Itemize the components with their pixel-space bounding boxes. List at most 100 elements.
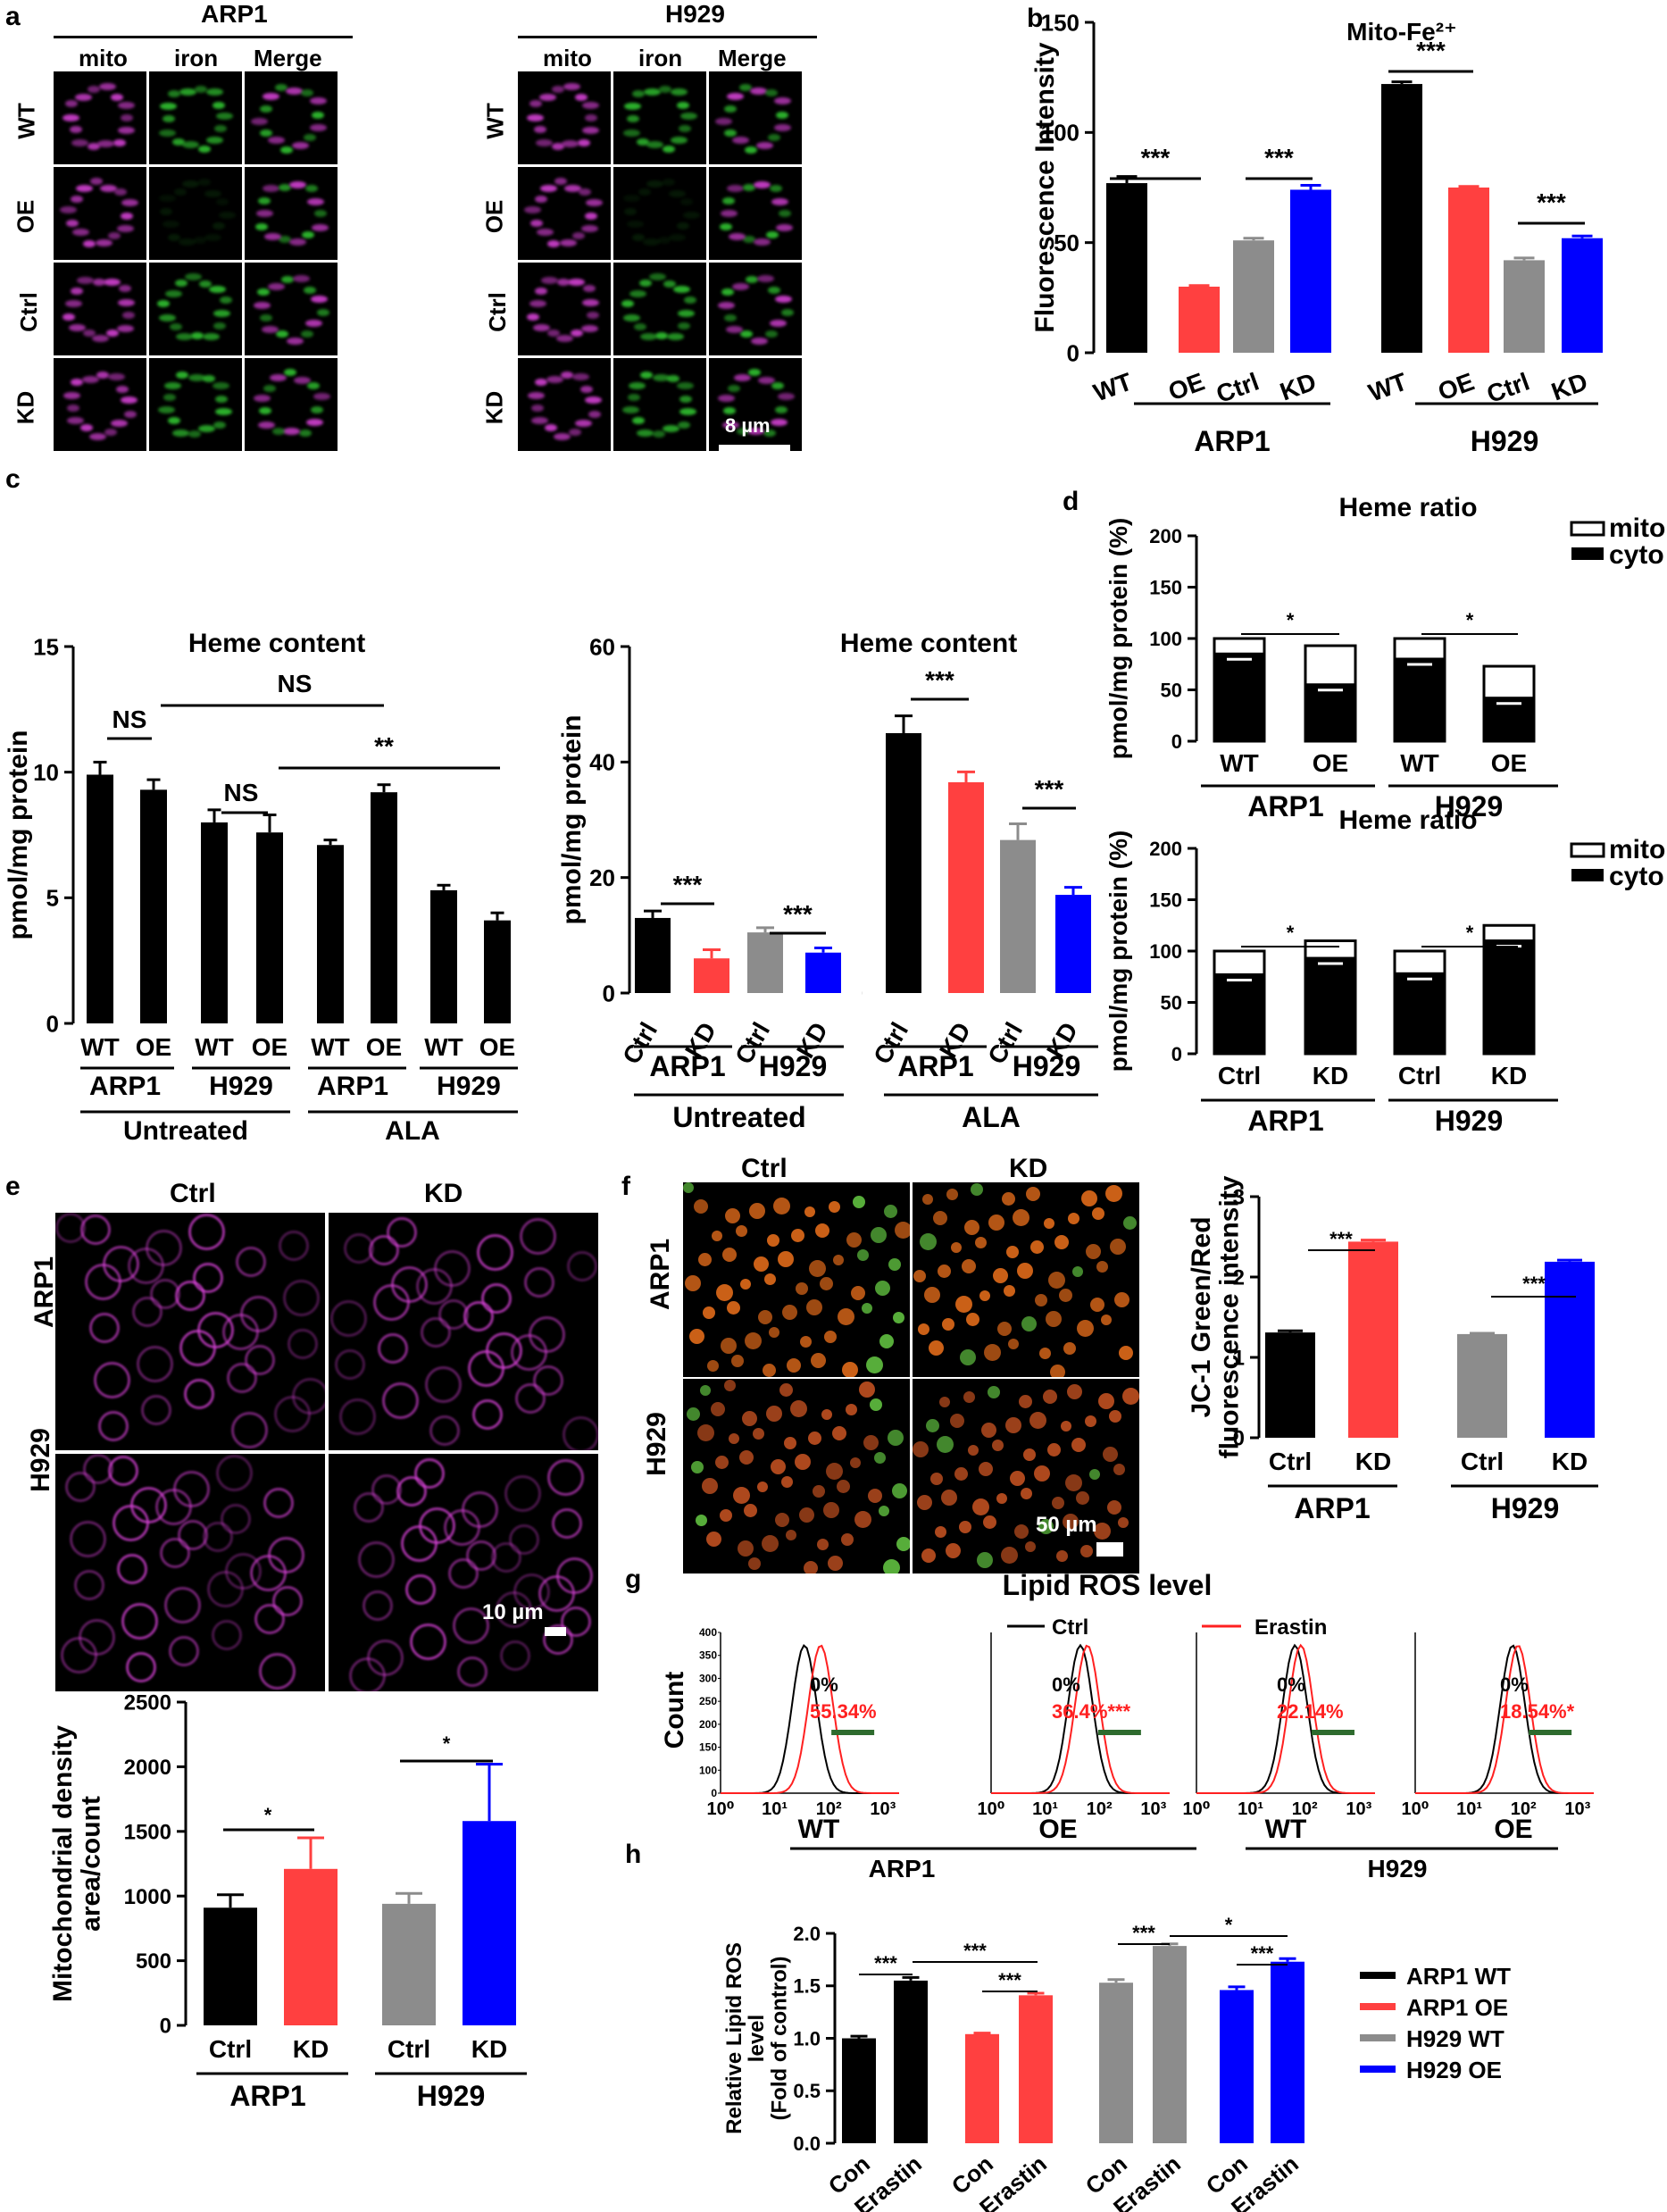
jc1-cell [1052, 1497, 1064, 1509]
stain-spot [164, 289, 182, 297]
stain-spot [658, 85, 671, 93]
cell-ring [468, 1350, 504, 1387]
jc1-cell [1089, 1469, 1100, 1480]
stain-spot [213, 222, 226, 230]
stain-spot [88, 432, 106, 440]
cell-ring [387, 1217, 417, 1248]
cell-ring [108, 1456, 138, 1486]
stain-spot [294, 376, 312, 384]
stain-spot [259, 104, 272, 113]
y-axis-label: area/count [77, 1796, 106, 1932]
stain-spot [301, 230, 314, 238]
stain-spot [83, 240, 96, 248]
treatment-label: ALA [962, 1101, 1021, 1133]
label: *** [1329, 1228, 1353, 1250]
bar [87, 774, 113, 1023]
chart-title: Heme content [840, 629, 1017, 658]
cell-ring [128, 1248, 164, 1284]
chart-title: Lipid ROS level [1003, 1569, 1213, 1601]
stain-spot [213, 309, 231, 317]
stain-spot [678, 321, 691, 330]
jc1-cell [1063, 1514, 1079, 1530]
bar [1153, 1946, 1187, 2143]
jc1-cell [1002, 1192, 1015, 1206]
jc1-cell [1046, 1311, 1062, 1327]
stain-spot [284, 369, 297, 376]
jc1-cell [841, 1533, 854, 1546]
stain-spot [194, 85, 207, 93]
stain-spot [632, 233, 646, 241]
y-tick-label: 0 [1233, 1427, 1245, 1451]
cell-ring [227, 1363, 257, 1393]
stain-spot [750, 88, 768, 96]
x-tick-label: KD [1313, 1062, 1348, 1089]
stain-spot [563, 82, 580, 90]
stain-spot [570, 329, 583, 337]
stain-spot [250, 117, 268, 125]
jc1-cell [771, 1459, 786, 1474]
stain-spot [259, 314, 272, 322]
stain-spot [526, 114, 544, 121]
cell-ring [369, 1235, 399, 1265]
stain-spot [581, 324, 599, 332]
stain-spot [775, 112, 788, 120]
jc1-cell [979, 1290, 990, 1301]
stain-spot [557, 279, 571, 286]
jc1-cell [773, 1198, 790, 1215]
jc1-cell [988, 1215, 1004, 1231]
jc1-cell [813, 1485, 825, 1498]
jc1-cell [1034, 1465, 1050, 1482]
stain-spot [562, 140, 579, 148]
stain-spot [96, 371, 109, 380]
stain-spot [304, 319, 322, 327]
stain-spot [574, 93, 588, 101]
cell-ring [274, 1396, 311, 1432]
stain-spot [203, 374, 216, 382]
stain-spot [764, 89, 778, 97]
stain-spot [216, 198, 229, 206]
stain-spot [764, 330, 778, 338]
cell-ring [188, 1214, 225, 1250]
jc1-cell [767, 1234, 779, 1247]
column-header: KD [1009, 1154, 1048, 1183]
stain-spot [527, 313, 540, 321]
y-tick-label: 250 [699, 1695, 717, 1707]
jc1-cell [781, 1476, 793, 1488]
jc1-cell [698, 1253, 712, 1266]
y-tick-label: 0 [603, 980, 615, 1006]
stain-spot [523, 206, 541, 214]
x-tick-label: 10⁰ [977, 1799, 1004, 1819]
stain-spot [748, 369, 762, 376]
micrograph [913, 1182, 1139, 1377]
stain-spot [220, 296, 233, 304]
stain-spot [765, 230, 779, 238]
stain-spot [529, 100, 542, 108]
jc1-cell [1029, 1412, 1046, 1429]
x-tick-label: WT [424, 1033, 463, 1061]
histogram-erastin [1196, 1643, 1375, 1794]
micrograph [518, 358, 611, 451]
jc1-cell [1077, 1320, 1094, 1337]
y-tick-label: 5 [46, 885, 59, 912]
jc1-cell [968, 1445, 979, 1456]
jc1-cell [1048, 1272, 1065, 1289]
stain-spot [646, 180, 663, 188]
group-label: ARP1 [1247, 790, 1323, 822]
stain-spot [538, 93, 556, 101]
column-header: mito [543, 45, 592, 71]
stain-spot [629, 381, 646, 389]
group-label: H929 [1471, 425, 1539, 457]
cell-ring [509, 1524, 539, 1555]
jc1-cell [787, 1358, 801, 1373]
micrograph [709, 71, 802, 164]
stain-spot [560, 371, 573, 380]
stain-spot [755, 142, 773, 150]
jc1-cell [1101, 1315, 1112, 1325]
chart-b: 0 50 100 150 Fluorescence Intensity Mito-Fe²⁺… [1030, 9, 1603, 457]
jc1-cell [1081, 1190, 1097, 1206]
x-tick-label: 10¹ [1032, 1799, 1058, 1819]
stain-spot [203, 333, 221, 341]
gate-percent-ctrl: 0% [810, 1674, 838, 1696]
